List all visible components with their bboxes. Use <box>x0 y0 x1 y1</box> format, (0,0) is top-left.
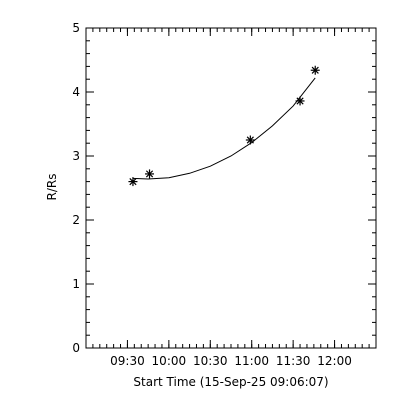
data-point <box>128 177 138 187</box>
x-tick-label: 11:00 <box>234 354 269 368</box>
plot-frame <box>85 27 377 349</box>
y-axis-label: R/Rs <box>45 174 59 201</box>
data-point <box>145 169 155 179</box>
x-tick-label: 11:30 <box>276 354 311 368</box>
y-tick-label: 4 <box>72 85 80 99</box>
y-tick-label: 2 <box>72 213 80 227</box>
data-point <box>245 135 255 145</box>
data-point <box>310 65 320 75</box>
data-point <box>295 96 305 106</box>
x-tick-label: 12:00 <box>317 354 352 368</box>
y-tick-label: 3 <box>72 149 80 163</box>
y-tick-label: 1 <box>72 277 80 291</box>
x-tick-label: 10:30 <box>193 354 228 368</box>
x-tick-label: 10:00 <box>152 354 187 368</box>
x-tick-label: 09:30 <box>110 354 145 368</box>
y-tick-label: 0 <box>72 341 80 355</box>
fit-curve <box>132 77 316 180</box>
x-axis-label: Start Time (15-Sep-25 09:06:07) <box>133 375 328 389</box>
plot-area: 09:30 10:00 10:30 11:00 11:30 12:00 0 1 2 3 4 5 <box>72 21 377 368</box>
y-tick-label: 5 <box>72 21 80 35</box>
